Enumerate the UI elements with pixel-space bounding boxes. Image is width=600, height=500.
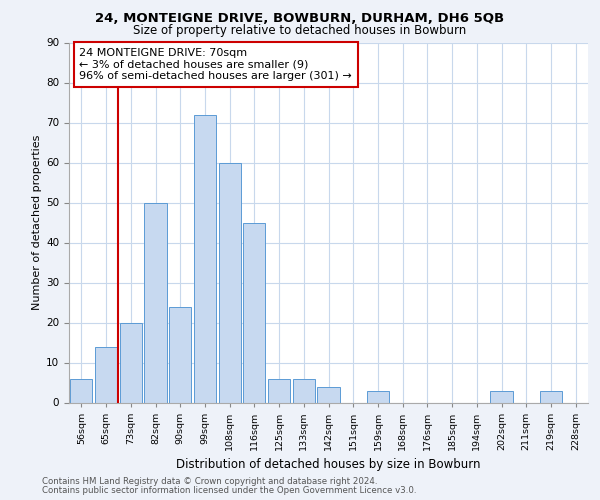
Bar — [70, 378, 92, 402]
Bar — [243, 222, 265, 402]
Bar — [490, 390, 512, 402]
Text: 24, MONTEIGNE DRIVE, BOWBURN, DURHAM, DH6 5QB: 24, MONTEIGNE DRIVE, BOWBURN, DURHAM, DH… — [95, 12, 505, 26]
Y-axis label: Number of detached properties: Number of detached properties — [32, 135, 42, 310]
Bar — [268, 378, 290, 402]
Bar — [218, 162, 241, 402]
Bar — [119, 322, 142, 402]
Bar — [95, 346, 117, 403]
Bar — [367, 390, 389, 402]
Bar — [317, 386, 340, 402]
Bar — [145, 202, 167, 402]
X-axis label: Distribution of detached houses by size in Bowburn: Distribution of detached houses by size … — [176, 458, 481, 471]
Text: Contains HM Land Registry data © Crown copyright and database right 2024.: Contains HM Land Registry data © Crown c… — [42, 477, 377, 486]
Bar — [540, 390, 562, 402]
Bar — [293, 378, 315, 402]
Bar — [194, 114, 216, 403]
Text: Size of property relative to detached houses in Bowburn: Size of property relative to detached ho… — [133, 24, 467, 37]
Text: Contains public sector information licensed under the Open Government Licence v3: Contains public sector information licen… — [42, 486, 416, 495]
Bar — [169, 306, 191, 402]
Text: 24 MONTEIGNE DRIVE: 70sqm
← 3% of detached houses are smaller (9)
96% of semi-de: 24 MONTEIGNE DRIVE: 70sqm ← 3% of detach… — [79, 48, 352, 81]
